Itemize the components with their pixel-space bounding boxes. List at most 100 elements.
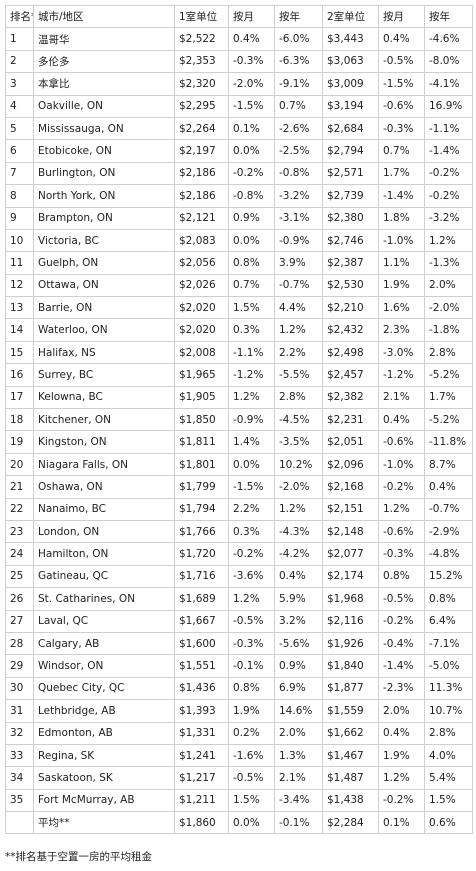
city-cell: Saskatoon, SK bbox=[33, 766, 175, 790]
yearly-1br-cell: -3.2% bbox=[274, 184, 323, 208]
monthly-2br-cell: -0.2% bbox=[378, 609, 425, 633]
monthly-2br-cell: -1.2% bbox=[378, 363, 425, 387]
rent-1br-cell: $1,689 bbox=[174, 587, 229, 611]
table-row: 11 Guelph, ON $2,056 0.8% 3.9% $2,387 1.1% -1.3… bbox=[5, 251, 473, 275]
rank-cell: 11 bbox=[5, 251, 34, 275]
monthly-1br-cell: -1.5% bbox=[228, 94, 275, 118]
rent-1br-cell: $2,020 bbox=[174, 318, 229, 342]
monthly-1br-cell: -0.2% bbox=[228, 542, 275, 566]
monthly-2br-cell: 0.4% bbox=[378, 408, 425, 432]
monthly-2br-cell: -1.4% bbox=[378, 184, 425, 208]
rent-2br-cell: $2,498 bbox=[322, 340, 379, 365]
monthly-1br-cell: 0.2% bbox=[228, 721, 275, 745]
rent-1br-cell: $2,197 bbox=[174, 139, 229, 163]
rent-1br-cell: $2,056 bbox=[174, 251, 229, 275]
city-cell: Calgary, AB bbox=[33, 631, 175, 656]
yearly-1br-cell: 0.4% bbox=[274, 564, 323, 589]
monthly-1br-cell: 0.9% bbox=[228, 206, 275, 230]
rent-1br-cell: $1,241 bbox=[174, 743, 229, 768]
header-2br-monthly: 按月 bbox=[378, 4, 425, 29]
rent-1br-cell: $2,008 bbox=[174, 340, 229, 365]
rent-2br-cell: $1,968 bbox=[322, 587, 379, 611]
yearly-2br-cell: -0.2% bbox=[424, 184, 473, 208]
rank-cell: 2 bbox=[5, 49, 34, 74]
rent-2br-cell: $3,194 bbox=[322, 94, 379, 118]
header-1br-rent: 1室单位 bbox=[174, 4, 229, 29]
monthly-1br-cell: 0.8% bbox=[228, 676, 275, 701]
yearly-1br-cell: -4.2% bbox=[274, 542, 323, 566]
yearly-1br-cell: 6.9% bbox=[274, 676, 323, 701]
rent-2br-cell: $2,231 bbox=[322, 408, 379, 432]
rank-cell: 19 bbox=[5, 430, 34, 454]
city-cell: Barrie, ON bbox=[33, 296, 175, 320]
yearly-2br-cell: 11.3% bbox=[424, 676, 473, 701]
yearly-1br-cell: -9.1% bbox=[274, 72, 323, 96]
rank-cell: 10 bbox=[5, 228, 34, 253]
monthly-2br-cell: -0.5% bbox=[378, 49, 425, 74]
yearly-1br-cell: -2.5% bbox=[274, 139, 323, 163]
yearly-1br-cell: -0.9% bbox=[274, 228, 323, 253]
yearly-2br-cell: -7.1% bbox=[424, 631, 473, 656]
city-cell: Kingston, ON bbox=[33, 430, 175, 454]
city-cell: Windsor, ON bbox=[33, 654, 175, 678]
city-cell: Gatineau, QC bbox=[33, 564, 175, 589]
yearly-1br-cell: 3.9% bbox=[274, 251, 323, 275]
yearly-2br-cell: 16.9% bbox=[424, 94, 473, 118]
rank-cell: 6 bbox=[5, 139, 34, 163]
rent-2br-cell: $2,457 bbox=[322, 363, 379, 387]
rent-1br-cell: $1,551 bbox=[174, 654, 229, 678]
table-row: 32 Edmonton, AB $1,331 0.2% 2.0% $1,662 0.4% 2.… bbox=[5, 721, 473, 745]
monthly-2br-cell: 1.9% bbox=[378, 743, 425, 768]
table-row: 28 Calgary, AB $1,600 -0.3% -5.6% $1,926 -0.4%… bbox=[5, 631, 473, 656]
yearly-1br-cell: -0.7% bbox=[274, 273, 323, 298]
rank-cell: 26 bbox=[5, 587, 34, 611]
yearly-1br-cell: -3.1% bbox=[274, 206, 323, 230]
header-city: 城市/地区 bbox=[33, 4, 175, 29]
city-cell: 多伦多 bbox=[33, 49, 175, 74]
yearly-1br-cell: 2.1% bbox=[274, 766, 323, 790]
rent-1br-cell: $2,083 bbox=[174, 228, 229, 253]
yearly-2br-cell: 1.2% bbox=[424, 228, 473, 253]
rent-2br-cell: $2,387 bbox=[322, 251, 379, 275]
monthly-2br-cell: 1.1% bbox=[378, 251, 425, 275]
yearly-1br-cell: 0.7% bbox=[274, 94, 323, 118]
header-1br-monthly: 按月 bbox=[228, 4, 275, 29]
table-row: 19 Kingston, ON $1,811 1.4% -3.5% $2,051 -0.6%… bbox=[5, 430, 473, 454]
rent-1br-cell: $2,186 bbox=[174, 161, 229, 186]
rank-cell: 15 bbox=[5, 340, 34, 365]
monthly-1br-cell: -0.2% bbox=[228, 161, 275, 186]
rent-1br-cell: $1,720 bbox=[174, 542, 229, 566]
monthly-2br-cell: -0.2% bbox=[378, 475, 425, 499]
rank-cell: 3 bbox=[5, 72, 34, 96]
rank-cell: 7 bbox=[5, 161, 34, 186]
rank-cell: 16 bbox=[5, 363, 34, 387]
rent-2br-cell: $1,487 bbox=[322, 766, 379, 790]
rank-cell: 4 bbox=[5, 94, 34, 118]
table-row: 25 Gatineau, QC $1,716 -3.6% 0.4% $2,174 0.8% 1… bbox=[5, 564, 473, 589]
table-row: 平均** $1,860 0.0% -0.1% $2,284 0.1% 0.6% bbox=[5, 811, 473, 835]
rent-2br-cell: $2,174 bbox=[322, 564, 379, 589]
table-row: 17 Kelowna, BC $1,905 1.2% 2.8% $2,382 2.1% 1.7… bbox=[5, 385, 473, 410]
yearly-1br-cell: -3.5% bbox=[274, 430, 323, 454]
city-cell: Waterloo, ON bbox=[33, 318, 175, 342]
rent-1br-cell: $2,186 bbox=[174, 184, 229, 208]
table-row: 1 温哥华 $2,522 0.4% -6.0% $3,443 0.4% -4.6% bbox=[5, 27, 473, 51]
rent-1br-cell: $1,965 bbox=[174, 363, 229, 387]
monthly-2br-cell: -0.4% bbox=[378, 631, 425, 656]
monthly-1br-cell: -0.1% bbox=[228, 654, 275, 678]
city-cell: 平均** bbox=[33, 811, 175, 835]
table-row: 18 Kitchener, ON $1,850 -0.9% -4.5% $2,231 0.4… bbox=[5, 408, 473, 432]
monthly-1br-cell: -1.1% bbox=[228, 340, 275, 365]
rent-2br-cell: $2,684 bbox=[322, 116, 379, 141]
city-cell: Lethbridge, AB bbox=[33, 699, 175, 723]
rank-cell: 17 bbox=[5, 385, 34, 410]
yearly-1br-cell: 2.0% bbox=[274, 721, 323, 745]
rent-1br-cell: $1,217 bbox=[174, 766, 229, 790]
monthly-1br-cell: 0.0% bbox=[228, 228, 275, 253]
yearly-1br-cell: 3.2% bbox=[274, 609, 323, 633]
rank-cell: 18 bbox=[5, 408, 34, 432]
rent-1br-cell: $2,026 bbox=[174, 273, 229, 298]
yearly-2br-cell: 10.7% bbox=[424, 699, 473, 723]
rank-cell: 32 bbox=[5, 721, 34, 745]
rent-1br-cell: $1,600 bbox=[174, 631, 229, 656]
